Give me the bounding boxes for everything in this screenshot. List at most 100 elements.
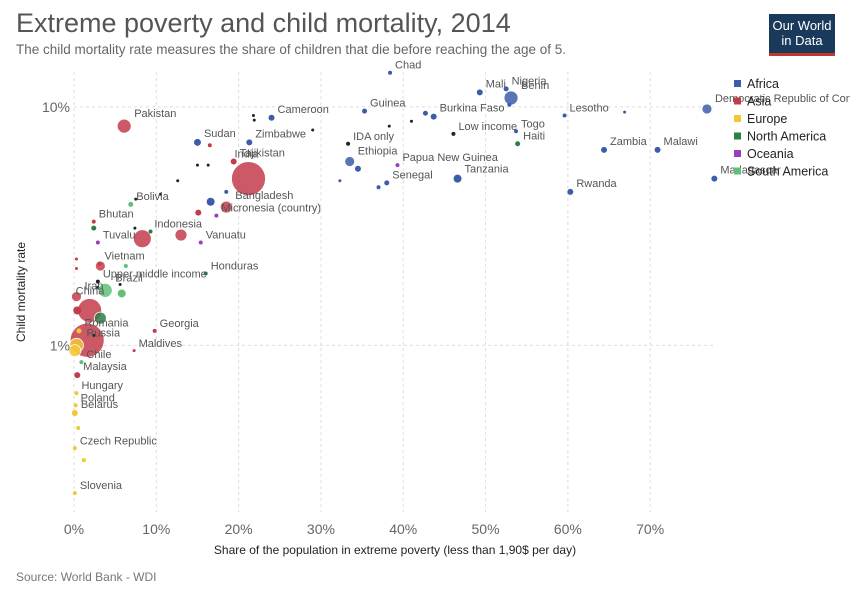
legend-label-asia[interactable]: Asia [747, 95, 771, 109]
data-point[interactable] [81, 458, 86, 463]
data-point[interactable] [74, 257, 78, 261]
label-vietnam: Vietnam [105, 251, 145, 263]
point-malaysia[interactable] [74, 372, 81, 379]
data-point[interactable] [68, 344, 82, 358]
point-tuvalu[interactable] [95, 240, 100, 245]
owid-logo[interactable]: Our World in Data [769, 14, 835, 56]
data-point[interactable] [195, 163, 199, 167]
data-point[interactable] [224, 189, 229, 194]
point-romania[interactable] [76, 328, 82, 334]
point-low-income[interactable] [451, 131, 456, 136]
data-point[interactable] [148, 229, 153, 234]
data-point[interactable] [174, 228, 188, 242]
label-mali: Mali [486, 78, 506, 90]
point-chad[interactable] [388, 70, 393, 75]
data-point[interactable] [73, 306, 82, 315]
point-zimbabwe[interactable] [246, 139, 253, 146]
point-tanzania[interactable] [453, 174, 462, 183]
point-chile[interactable] [79, 360, 84, 365]
point-mali[interactable] [476, 89, 483, 96]
point-slovenia[interactable] [72, 491, 77, 496]
data-point[interactable] [206, 163, 210, 167]
data-point[interactable] [76, 426, 81, 431]
point-nigeria[interactable] [503, 86, 509, 92]
legend-label-north-america[interactable]: North America [747, 130, 826, 144]
point-senegal[interactable] [384, 180, 390, 186]
chart-subtitle: The child mortality rate measures the sh… [16, 42, 567, 57]
point-papua-new-guinea[interactable] [395, 163, 400, 168]
data-point[interactable] [92, 333, 96, 337]
data-point[interactable] [354, 165, 361, 172]
legend-label-oceania[interactable]: Oceania [747, 147, 794, 161]
legend-label-africa[interactable]: Africa [747, 77, 779, 91]
point-togo[interactable] [513, 129, 518, 134]
data-point[interactable] [158, 192, 162, 196]
point-micronesia-country[interactable] [214, 213, 219, 218]
point-georgia[interactable] [152, 328, 157, 333]
data-point[interactable] [422, 110, 428, 116]
point-vietnam[interactable] [97, 261, 102, 266]
point-maldives[interactable] [132, 349, 136, 353]
point-bangladesh[interactable] [219, 200, 233, 214]
point-honduras[interactable] [203, 271, 208, 276]
data-point[interactable] [133, 226, 137, 230]
data-point[interactable] [134, 197, 138, 201]
point-vanuatu[interactable] [198, 240, 203, 245]
x-tick-label: 50% [472, 521, 500, 537]
point-cameroon[interactable] [268, 114, 275, 121]
data-point[interactable] [96, 285, 100, 289]
data-point[interactable] [206, 197, 215, 206]
legend-label-europe[interactable]: Europe [747, 112, 787, 126]
legend-label-south-america[interactable]: South America [747, 165, 828, 179]
data-point[interactable] [338, 179, 342, 183]
point-poland[interactable] [73, 403, 78, 408]
point-indonesia[interactable] [132, 229, 152, 249]
point-rwanda[interactable] [567, 188, 574, 195]
point-guinea[interactable] [362, 108, 368, 114]
data-point[interactable] [91, 225, 97, 231]
data-point[interactable] [252, 118, 256, 122]
point-lesotho[interactable] [562, 113, 567, 118]
data-point[interactable] [118, 282, 122, 286]
point-iran[interactable] [71, 291, 82, 303]
point-madagascar[interactable] [711, 175, 718, 182]
point-hungary[interactable] [74, 391, 79, 396]
label-bhutan: Bhutan [99, 209, 134, 221]
point-tajikistan[interactable] [230, 158, 237, 165]
point-haiti[interactable] [515, 141, 521, 147]
point-india[interactable] [231, 161, 266, 197]
data-point[interactable] [376, 185, 381, 190]
data-point[interactable] [387, 124, 391, 128]
data-point[interactable] [207, 143, 212, 148]
data-point[interactable] [251, 113, 255, 117]
point-upper-middle-income[interactable] [95, 279, 100, 284]
point-democratic-republic-of-congo[interactable] [701, 103, 713, 115]
label-nigeria: Nigeria [512, 75, 548, 87]
data-point[interactable] [311, 128, 315, 132]
data-point[interactable] [176, 179, 180, 183]
logo-line-2: in Data [781, 33, 823, 48]
point-ida-only[interactable] [346, 141, 351, 146]
data-point[interactable] [507, 102, 512, 107]
data-point[interactable] [409, 119, 413, 123]
point-zambia[interactable] [601, 146, 608, 153]
label-sudan: Sudan [204, 128, 236, 140]
point-ethiopia[interactable] [344, 156, 356, 167]
point-czech-republic[interactable] [72, 446, 77, 451]
data-point[interactable] [195, 209, 202, 216]
point-malawi[interactable] [654, 146, 661, 153]
data-point[interactable] [123, 264, 128, 269]
point-sudan[interactable] [193, 138, 201, 146]
point-bolivia[interactable] [128, 201, 134, 207]
point-belarus[interactable] [71, 410, 78, 417]
data-point[interactable] [117, 289, 126, 298]
point-bhutan[interactable] [91, 219, 96, 224]
point-benin[interactable] [503, 90, 519, 106]
data-point[interactable] [74, 266, 78, 270]
point-brazil[interactable] [97, 282, 113, 298]
data-point[interactable] [93, 311, 107, 325]
point-pakistan[interactable] [116, 118, 132, 134]
data-point[interactable] [623, 110, 627, 114]
point-burkina-faso[interactable] [430, 113, 437, 120]
